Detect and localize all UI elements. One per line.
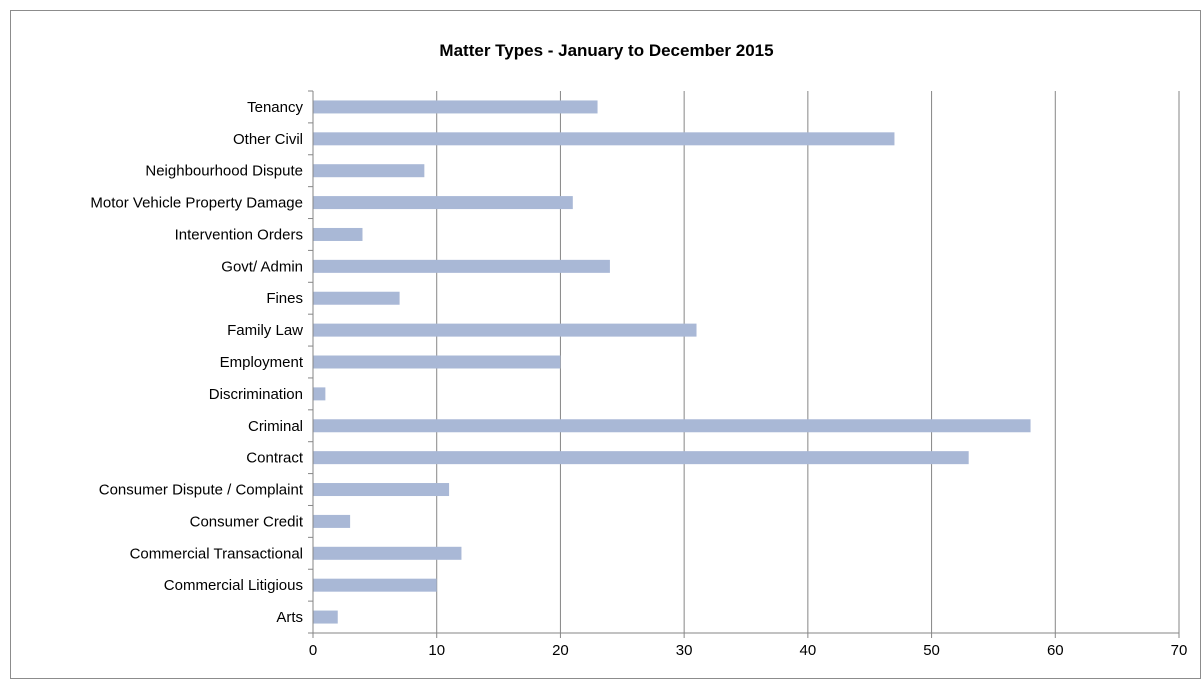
x-tick-label-2: 20 <box>552 642 569 659</box>
x-tick-label-1: 10 <box>428 642 445 659</box>
category-label-5: Govt/ Admin <box>221 258 303 275</box>
category-label-11: Contract <box>246 450 304 467</box>
bar-7 <box>313 323 697 337</box>
x-tick-label-6: 60 <box>1047 642 1064 659</box>
category-label-3: Motor Vehicle Property Damage <box>90 195 303 212</box>
category-label-16: Arts <box>276 609 303 626</box>
category-label-4: Intervention Orders <box>175 226 303 243</box>
bar-5 <box>313 259 610 273</box>
bar-8 <box>313 355 561 369</box>
x-tick-label-0: 0 <box>309 642 317 659</box>
category-label-0: Tenancy <box>247 99 303 116</box>
bar-13 <box>313 514 351 528</box>
bar-16 <box>313 610 338 624</box>
bar-6 <box>313 291 400 305</box>
bar-10 <box>313 419 1031 433</box>
category-label-15: Commercial Litigious <box>164 577 303 594</box>
bar-1 <box>313 132 895 146</box>
category-label-2: Neighbourhood Dispute <box>145 163 303 180</box>
chart-frame: Matter Types - January to December 2015 … <box>10 10 1201 679</box>
bar-2 <box>313 164 425 178</box>
bar-15 <box>313 578 437 592</box>
bar-9 <box>313 387 326 401</box>
bar-chart: 0 10 20 30 40 50 60 70 Tenancy Other Civil Neighbo… <box>90 90 1187 659</box>
category-label-7: Family Law <box>227 322 303 339</box>
bar-12 <box>313 483 450 497</box>
category-label-8: Employment <box>220 354 304 371</box>
category-label-6: Fines <box>266 290 303 307</box>
axes <box>308 90 1180 638</box>
labels: 0 10 20 30 40 50 60 70 Tenancy Other Civil Neighbo… <box>90 99 1187 659</box>
category-label-13: Consumer Credit <box>190 513 304 530</box>
x-tick-label-3: 30 <box>676 642 693 659</box>
chart-title: Matter Types - January to December 2015 <box>439 41 774 60</box>
bar-4 <box>313 227 363 241</box>
x-tick-label-5: 50 <box>923 642 940 659</box>
x-tick-label-7: 70 <box>1171 642 1188 659</box>
category-label-1: Other Civil <box>233 131 303 148</box>
bar-11 <box>313 451 969 465</box>
bars <box>313 100 1031 624</box>
bar-3 <box>313 196 573 210</box>
x-tick-label-4: 40 <box>800 642 817 659</box>
category-label-10: Criminal <box>248 418 303 435</box>
bar-0 <box>313 100 598 114</box>
bar-14 <box>313 546 462 560</box>
category-label-14: Commercial Transactional <box>130 545 303 562</box>
category-label-12: Consumer Dispute / Complaint <box>99 482 304 499</box>
category-label-9: Discrimination <box>209 386 303 403</box>
